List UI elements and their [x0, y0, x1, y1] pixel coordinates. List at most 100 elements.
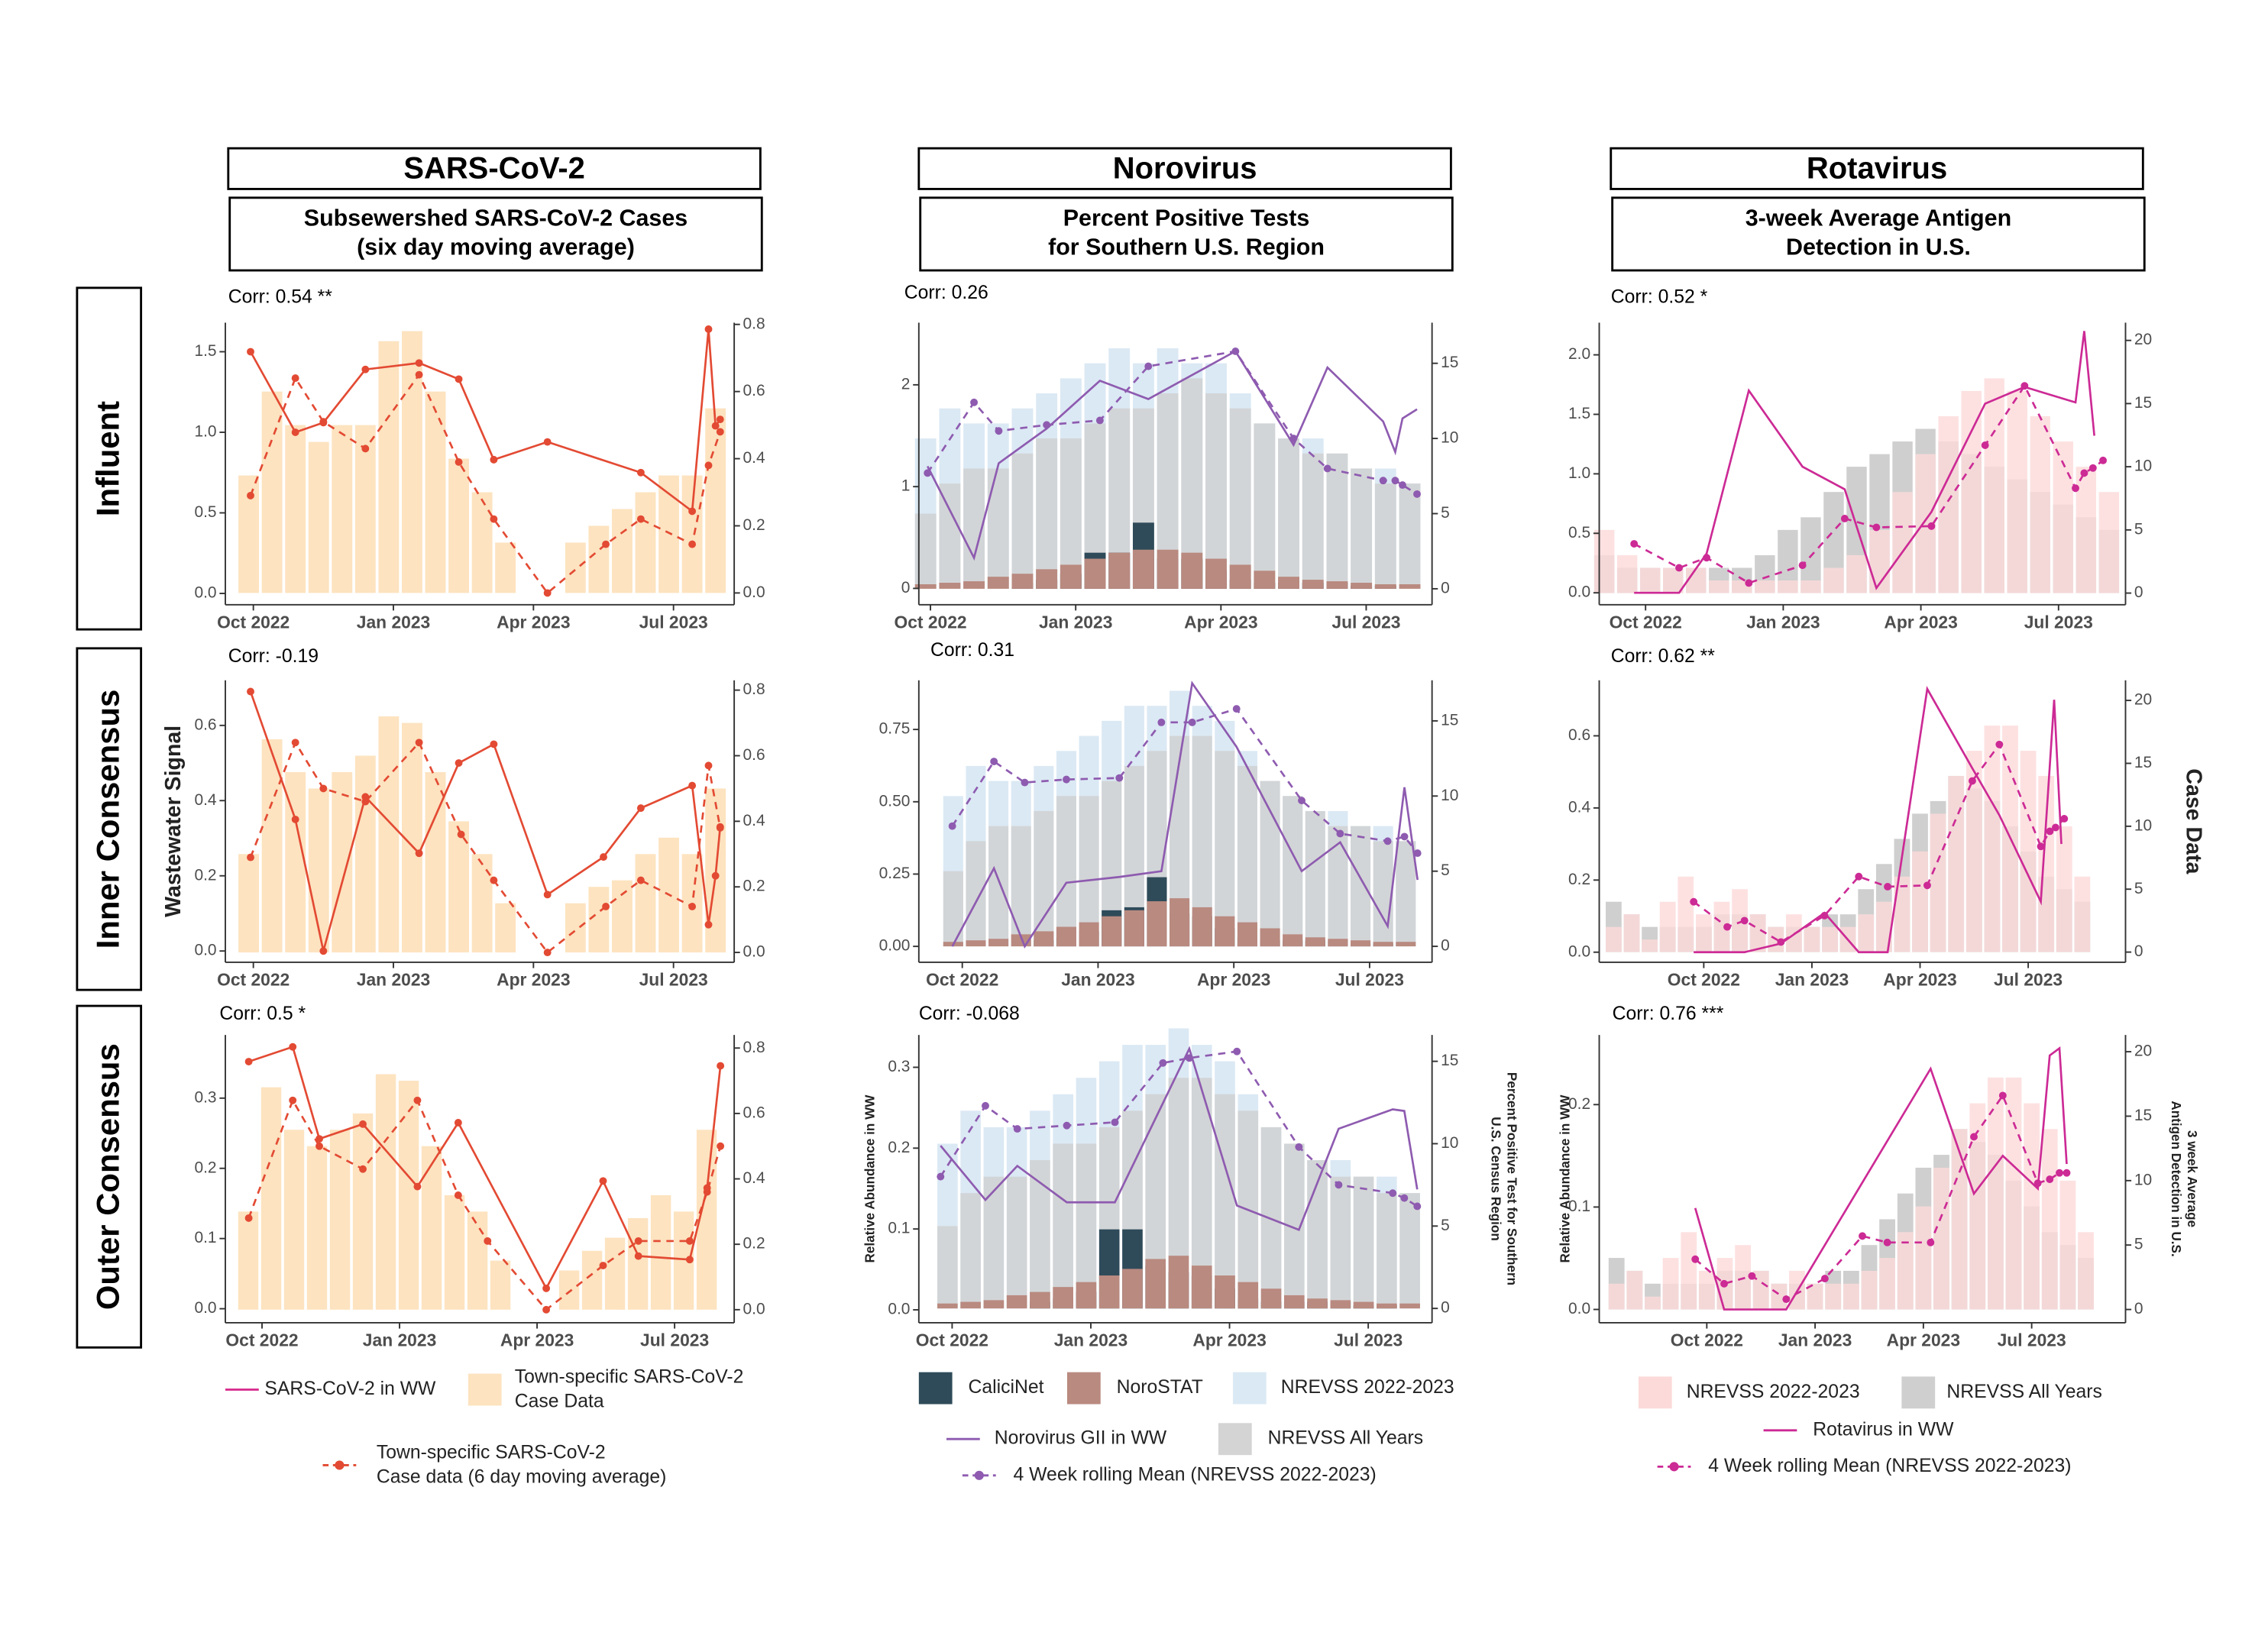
- bar: [495, 903, 516, 953]
- bar: [261, 391, 283, 593]
- legend-label: NREVSS All Years: [1946, 1382, 2101, 1402]
- y-tick-label: 0.0: [1568, 942, 1590, 960]
- point: [1231, 347, 1240, 355]
- bar: [1011, 453, 1034, 589]
- y2-tick-label: 5: [1441, 861, 1450, 879]
- y2-tick-label: 10: [1441, 787, 1458, 804]
- y2-tick-label: 10: [2134, 816, 2152, 834]
- y-tick-label: 0.0: [888, 1301, 910, 1318]
- point: [1043, 421, 1051, 429]
- y2-axis-title: Case Data: [2181, 768, 2205, 874]
- point: [636, 468, 645, 477]
- line: [1694, 1046, 2068, 1311]
- y2-tick-label: 0.8: [743, 1039, 765, 1056]
- point: [291, 428, 299, 436]
- bar: [1879, 1258, 1896, 1310]
- point: [415, 370, 423, 379]
- y2-tick-label: 15: [1441, 354, 1458, 371]
- point: [1413, 490, 1421, 498]
- point: [1923, 881, 1931, 890]
- legend-label: Norovirus GII in WW: [995, 1428, 1167, 1449]
- point: [454, 1119, 462, 1127]
- point: [1675, 564, 1683, 572]
- y2-tick-label: 15: [2134, 394, 2152, 412]
- bar: [588, 887, 610, 953]
- bar: [444, 1194, 465, 1310]
- x-tick-label: Jan 2023: [357, 970, 430, 990]
- point: [2088, 464, 2097, 472]
- point: [1400, 832, 1409, 841]
- corr-label: Corr: 0.5 *: [219, 1004, 306, 1024]
- bar: [1237, 922, 1257, 947]
- bar: [1229, 564, 1251, 589]
- bar: [1823, 567, 1844, 593]
- legend-label: NREVSS 2022-2023: [1281, 1377, 1454, 1398]
- point: [490, 515, 498, 523]
- y2-tick-label: 5: [2134, 1236, 2143, 1253]
- point: [247, 687, 254, 696]
- point: [1927, 1238, 1935, 1246]
- bar: [1593, 529, 1615, 593]
- point: [717, 1062, 725, 1070]
- bar: [1735, 1245, 1751, 1310]
- bar: [1713, 901, 1730, 952]
- bar: [1260, 928, 1280, 947]
- bar: [1353, 1301, 1374, 1309]
- bar: [1399, 483, 1421, 589]
- bar: [1752, 1270, 1769, 1310]
- bar: [1800, 580, 1821, 593]
- point: [1021, 778, 1029, 787]
- bar: [1034, 810, 1054, 947]
- bar: [283, 1130, 305, 1310]
- y2-tick-label: 20: [2134, 691, 2152, 709]
- y-tick-label: 0.6: [1568, 726, 1590, 744]
- bar: [604, 1237, 626, 1310]
- legend-label: NREVSS 2022-2023: [1687, 1382, 1860, 1402]
- bar: [471, 492, 493, 593]
- bar: [635, 492, 656, 593]
- point: [948, 822, 956, 830]
- y-tick-label: 0.0: [194, 942, 216, 959]
- point: [2033, 1179, 2042, 1188]
- y2-tick-label: 0.8: [743, 315, 765, 332]
- bar: [1686, 567, 1707, 593]
- bar: [1254, 423, 1276, 589]
- point: [1745, 579, 1753, 587]
- bar: [285, 425, 306, 593]
- bar: [1606, 926, 1622, 952]
- y-tick-label: 1.5: [1568, 405, 1590, 422]
- panel: 0.0 0.1 0.2 0.3 0 5 10 15 Oct 2022 Jan 2023 Apr 20…: [863, 1004, 1519, 1350]
- point: [543, 589, 552, 597]
- bar: [495, 542, 516, 593]
- bar: [378, 716, 400, 953]
- bar: [1079, 922, 1099, 947]
- y2-tick-label: 20: [2134, 331, 2152, 348]
- y-tick-label: 0.0: [194, 1299, 216, 1317]
- bar: [1948, 775, 1965, 952]
- bar: [329, 1130, 351, 1310]
- x-tick-label: Apr 2023: [1883, 970, 1956, 990]
- y2-tick-label: 5: [1441, 1217, 1450, 1234]
- panel: 0.00 0.25 0.50 0.75 0 5 10 15 Oct 2022 Jan 2023 Ap…: [879, 640, 1459, 990]
- bar: [627, 1217, 649, 1310]
- point: [1782, 1295, 1791, 1304]
- y-tick-label: 0.6: [194, 716, 216, 733]
- bar: [1642, 939, 1658, 952]
- y-tick-label: 0.00: [879, 937, 911, 955]
- legend-label: Town-specific SARS-CoV-2 Case data (6 day…: [377, 1442, 666, 1487]
- bar: [1374, 584, 1396, 589]
- bar: [1205, 393, 1227, 589]
- point: [244, 1214, 253, 1222]
- bar: [1858, 914, 1875, 952]
- x-tick-label: Jan 2023: [1054, 1330, 1128, 1350]
- line: [1694, 686, 2063, 954]
- point: [2063, 1169, 2071, 1177]
- bar: [1030, 1160, 1050, 1309]
- bar: [1328, 826, 1348, 947]
- subtitle-box: [1611, 196, 2146, 272]
- point: [319, 418, 328, 426]
- point: [688, 507, 697, 516]
- bar: [1843, 1283, 1859, 1310]
- bar: [1326, 453, 1348, 589]
